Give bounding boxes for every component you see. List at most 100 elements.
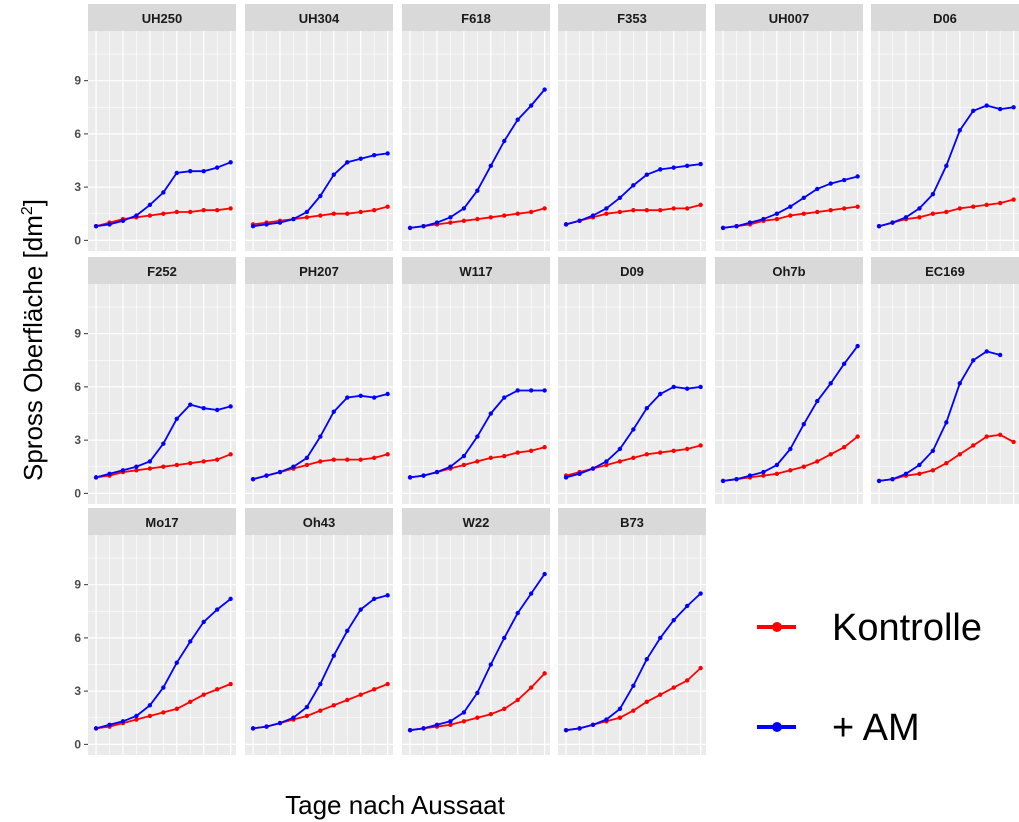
data-point-kontrolle	[385, 681, 390, 687]
data-point-am	[421, 473, 426, 478]
data-point-am	[577, 218, 582, 224]
data-point-am	[345, 395, 350, 400]
data-point-am	[304, 209, 310, 215]
data-point-am	[890, 220, 895, 225]
data-point-am	[358, 607, 363, 612]
panel-mo17: Mo17 0 3 6 9	[74, 508, 236, 755]
y-tick-label: 0	[74, 486, 81, 500]
legend-item-am: + AM	[757, 707, 920, 749]
panel-w117: W117	[402, 257, 550, 504]
data-point-am	[788, 446, 793, 452]
data-point-am	[957, 381, 962, 386]
data-point-am	[720, 478, 726, 484]
data-point-kontrolle	[161, 710, 166, 715]
data-point-am	[93, 726, 99, 731]
data-point-am	[734, 476, 739, 482]
data-point-am	[421, 726, 426, 731]
data-point-kontrolle	[944, 209, 949, 215]
data-point-am	[214, 607, 220, 612]
data-point-am	[631, 683, 636, 689]
data-point-kontrolle	[917, 471, 922, 477]
data-point-kontrolle	[331, 457, 336, 462]
data-point-am	[120, 719, 126, 724]
data-point-am	[264, 473, 269, 478]
panel-strip	[245, 257, 393, 284]
data-point-am	[250, 476, 256, 482]
data-point-am	[188, 402, 193, 407]
data-point-am	[147, 703, 153, 708]
data-point-kontrolle	[698, 443, 703, 448]
panel-title: Mo17	[145, 515, 178, 530]
data-point-am	[134, 213, 139, 218]
panel-title: UH250	[142, 11, 182, 26]
data-point-am	[488, 662, 493, 667]
data-point-kontrolle	[214, 687, 220, 692]
panel-background	[88, 535, 236, 755]
data-point-am	[515, 388, 520, 393]
data-point-am	[684, 603, 690, 609]
data-point-am	[174, 660, 179, 665]
data-point-kontrolle	[371, 455, 377, 461]
panel-background	[88, 31, 236, 251]
data-point-kontrolle	[502, 213, 507, 218]
data-point-am	[828, 181, 833, 186]
data-point-am	[201, 619, 206, 625]
data-point-am	[698, 384, 703, 390]
panel-title: Oh43	[303, 515, 336, 530]
data-point-kontrolle	[134, 717, 139, 722]
data-point-am	[331, 172, 336, 177]
data-point-am	[617, 195, 623, 200]
data-point-am	[542, 87, 547, 92]
data-point-am	[371, 395, 377, 400]
data-point-am	[331, 653, 336, 658]
data-point-am	[684, 163, 690, 169]
y-axis-title: Spross Oberfläche [dm2]	[18, 199, 48, 481]
data-point-kontrolle	[631, 207, 636, 213]
data-point-kontrolle	[345, 211, 350, 216]
data-point-am	[698, 161, 703, 167]
data-point-am	[644, 172, 649, 177]
legend-marker-am	[772, 722, 782, 732]
data-point-am	[855, 174, 860, 179]
panel-strip	[88, 508, 236, 535]
data-point-am	[188, 639, 193, 644]
legend-item-kontrolle: Kontrolle	[757, 607, 982, 649]
data-point-kontrolle	[488, 455, 493, 461]
data-point-am	[161, 685, 166, 690]
data-point-kontrolle	[997, 432, 1003, 438]
panel-strip	[558, 4, 706, 31]
data-point-kontrolle	[502, 706, 507, 712]
data-point-am	[761, 469, 766, 475]
panel-w22: W22	[402, 508, 550, 755]
panel-strip	[245, 4, 393, 31]
panel-background	[558, 31, 706, 251]
data-point-am	[876, 478, 882, 484]
data-point-am	[201, 168, 206, 174]
data-point-am	[461, 206, 467, 211]
data-point-am	[407, 225, 413, 231]
panel-title: F618	[461, 11, 491, 26]
data-point-am	[488, 411, 493, 416]
data-point-kontrolle	[1011, 197, 1016, 202]
data-point-kontrolle	[855, 434, 860, 439]
data-point-am	[577, 471, 582, 477]
data-point-am	[542, 571, 547, 577]
data-point-am	[590, 466, 596, 471]
data-point-kontrolle	[161, 464, 166, 469]
data-point-am	[1011, 105, 1016, 110]
data-point-am	[841, 177, 847, 183]
data-point-kontrolle	[318, 708, 323, 713]
data-point-am	[385, 391, 390, 397]
data-point-kontrolle	[475, 715, 480, 720]
data-point-kontrolle	[161, 211, 166, 216]
data-point-am	[228, 596, 233, 602]
data-point-am	[747, 220, 753, 225]
data-point-am	[788, 204, 793, 209]
data-point-kontrolle	[304, 215, 310, 220]
data-point-kontrolle	[461, 218, 467, 224]
y-axis-title-sup: 2	[19, 206, 36, 215]
data-point-kontrolle	[788, 468, 793, 473]
data-point-kontrolle	[644, 452, 649, 457]
data-point-am	[876, 223, 882, 229]
